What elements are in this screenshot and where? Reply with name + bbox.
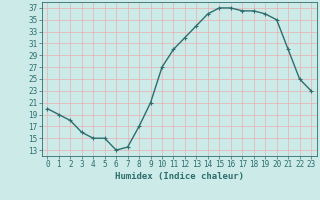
X-axis label: Humidex (Indice chaleur): Humidex (Indice chaleur) <box>115 172 244 181</box>
